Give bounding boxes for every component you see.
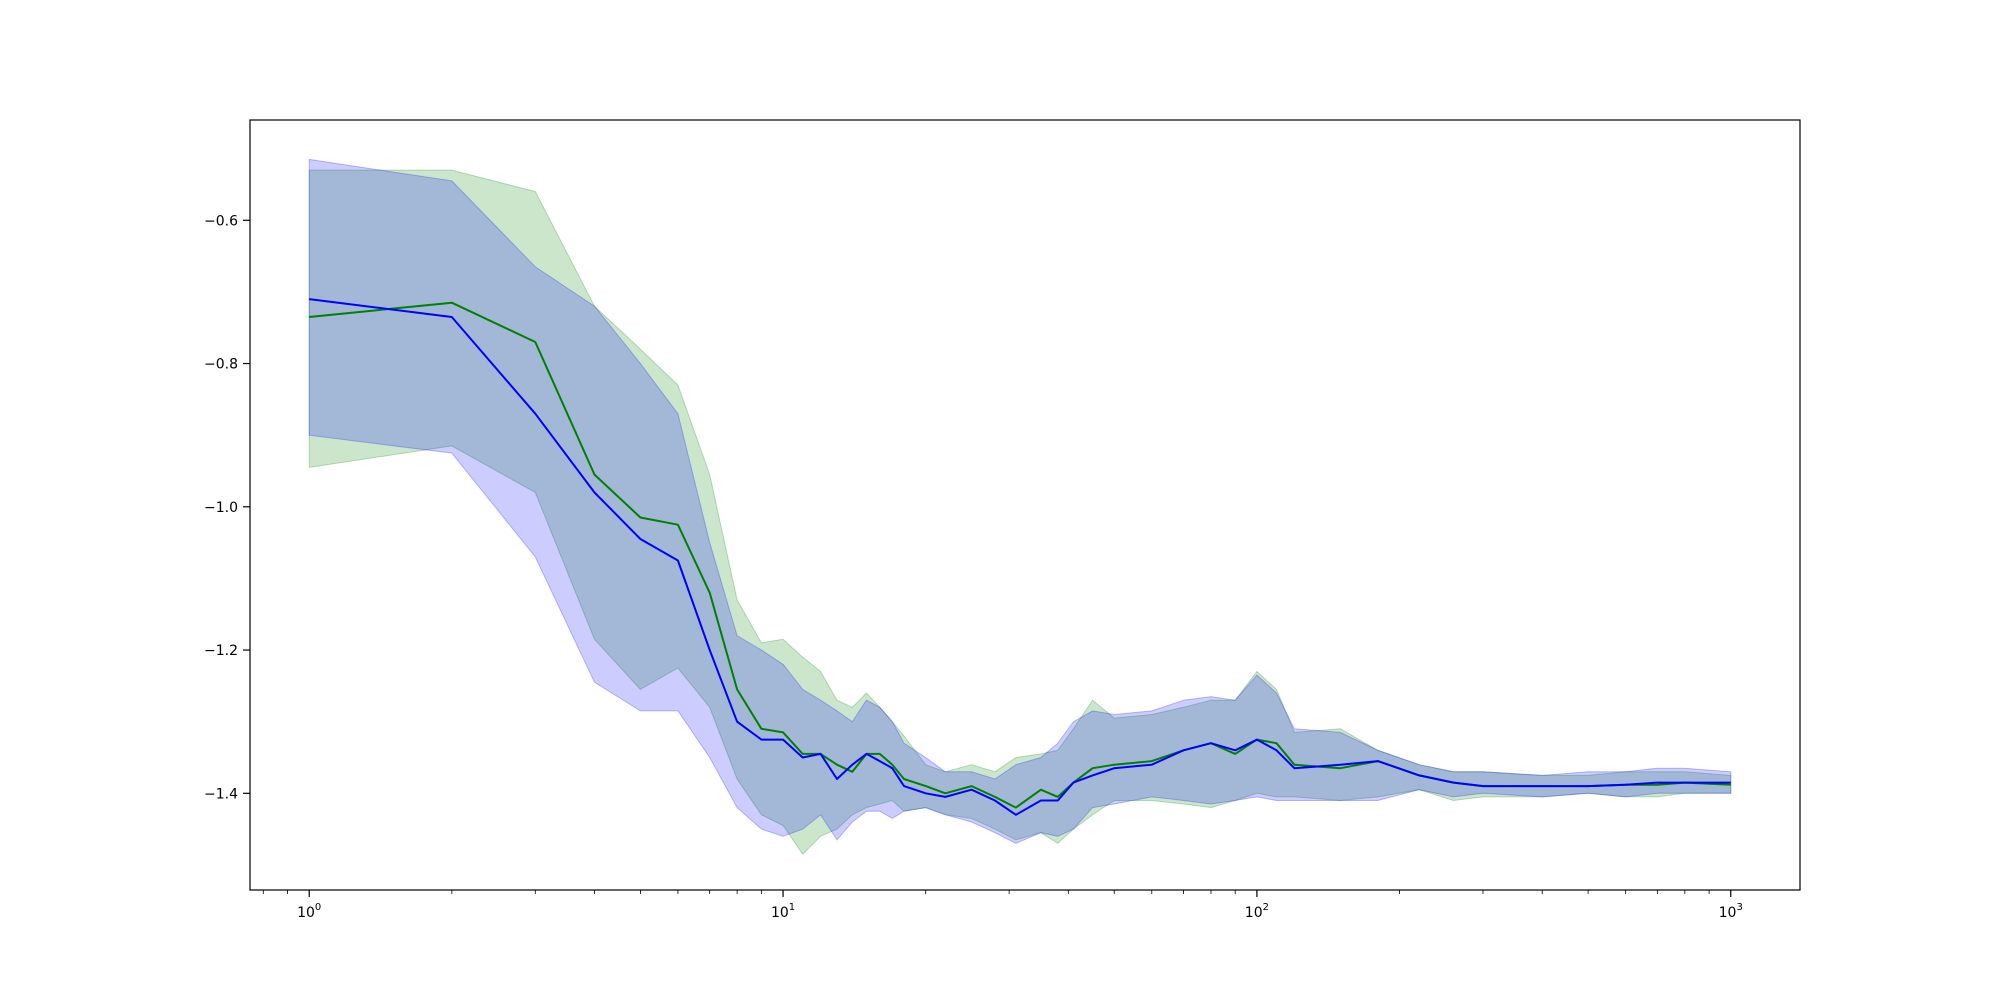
y-tick-label: −0.8 [204, 357, 238, 373]
plot-frame [249, 119, 1801, 891]
x-tick-label: 103 [1719, 902, 1743, 921]
x-tick-label: 100 [297, 902, 321, 921]
series-2-line [309, 298, 1731, 816]
x-tick-label: 102 [1245, 902, 1269, 921]
y-tick-label: −1.2 [204, 643, 238, 659]
y-tick-label: −1.0 [204, 500, 238, 516]
x-tick-label: 101 [771, 902, 795, 921]
y-tick-label: −0.6 [204, 213, 238, 229]
y-tick-label: −1.4 [204, 786, 238, 802]
x-axis: 100 101 102 103 [262, 890, 1743, 921]
series-2-band [308, 158, 1732, 844]
y-axis: −0.6 −0.8 −1.0 −1.2 −1.4 [204, 213, 250, 802]
series-lines [309, 298, 1731, 816]
